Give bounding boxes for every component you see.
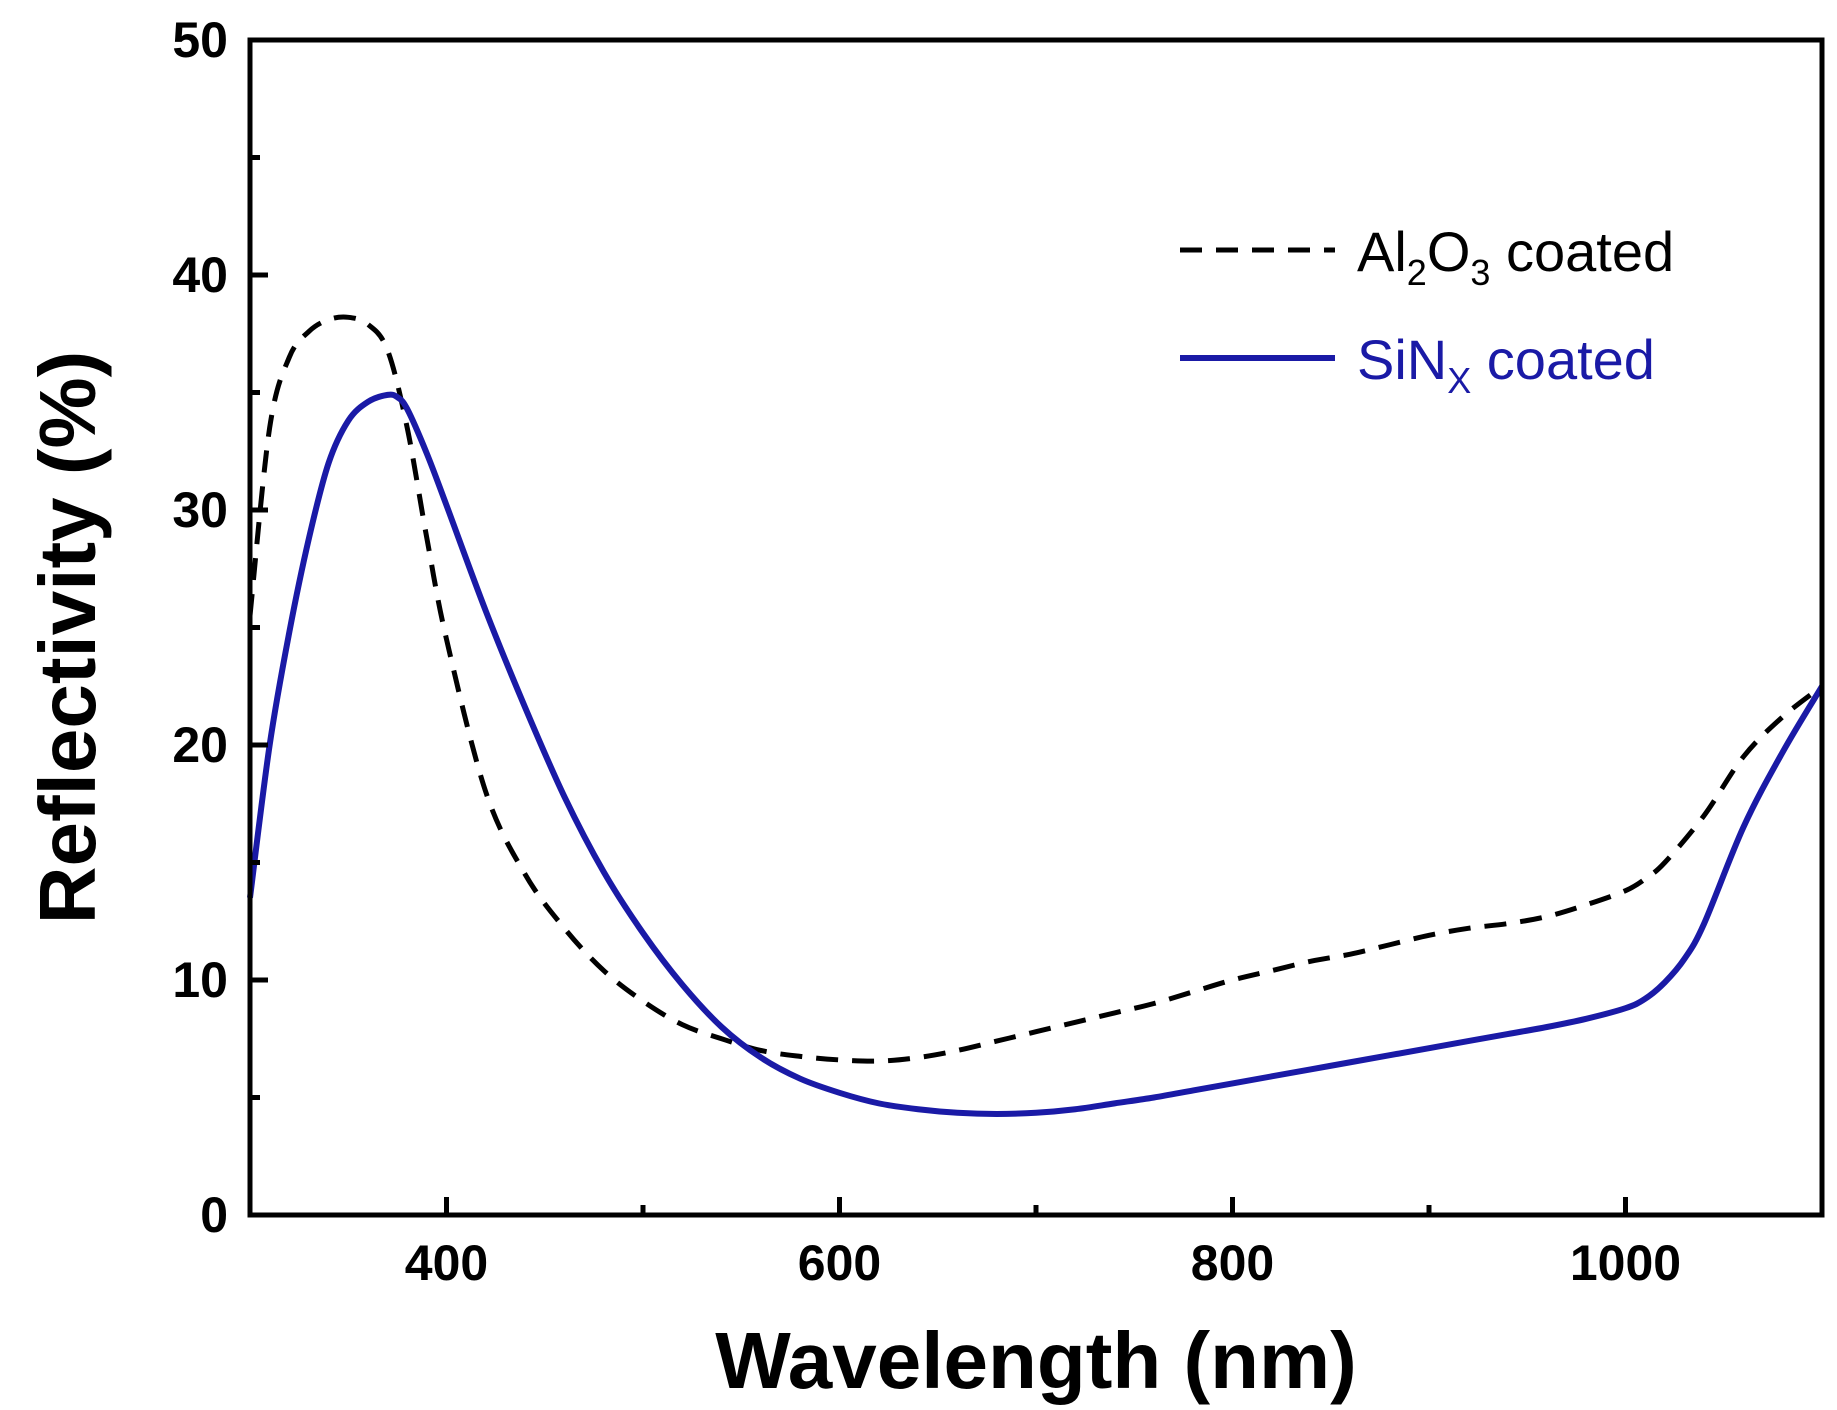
y-axis-title: Reflectivity (%): [23, 351, 112, 924]
y-tick-label-5: 50: [172, 12, 228, 68]
x-tick-label-0: 400: [405, 1235, 488, 1291]
y-tick-label-4: 40: [172, 247, 228, 303]
legend-sinx-part-main: SiN: [1357, 328, 1447, 391]
series-line-0: [247, 314, 1824, 1064]
legend-sinx-part-tail: coated: [1471, 328, 1655, 391]
y-tick-label-1: 10: [172, 952, 228, 1008]
x-tick-label-2: 800: [1191, 1235, 1274, 1291]
x-tick-label-1: 600: [798, 1235, 881, 1291]
y-tick-label-3: 30: [172, 482, 228, 538]
legend-label-sinx: SiNX coated: [1357, 328, 1655, 401]
legend: Al2O3 coated SiNX coated: [1180, 220, 1674, 401]
ticks-layer: [250, 37, 1628, 1218]
y-tick-label-2: 20: [172, 717, 228, 773]
y-tick-label-0: 0: [200, 1187, 228, 1243]
legend-al2o3-part-tail: coated: [1490, 220, 1674, 283]
x-tick-label-3: 1000: [1570, 1235, 1681, 1291]
series-layer: [247, 314, 1825, 1117]
tick-labels-layer: 400 600 800 1000 0 10 20 30 40 50: [172, 12, 1681, 1291]
x-axis-title: Wavelength (nm): [715, 1316, 1356, 1405]
legend-al2o3-part-main: Al: [1357, 220, 1407, 283]
legend-label-al2o3: Al2O3 coated: [1357, 220, 1674, 293]
legend-sinx-subscript: X: [1447, 360, 1471, 401]
legend-al2o3-subscript-1: 2: [1407, 252, 1427, 293]
legend-al2o3-subscript-2: 3: [1470, 252, 1490, 293]
plot-frame: [247, 37, 1825, 1218]
legend-al2o3-part-mid: O: [1427, 220, 1471, 283]
series-line-1: [247, 391, 1825, 1117]
